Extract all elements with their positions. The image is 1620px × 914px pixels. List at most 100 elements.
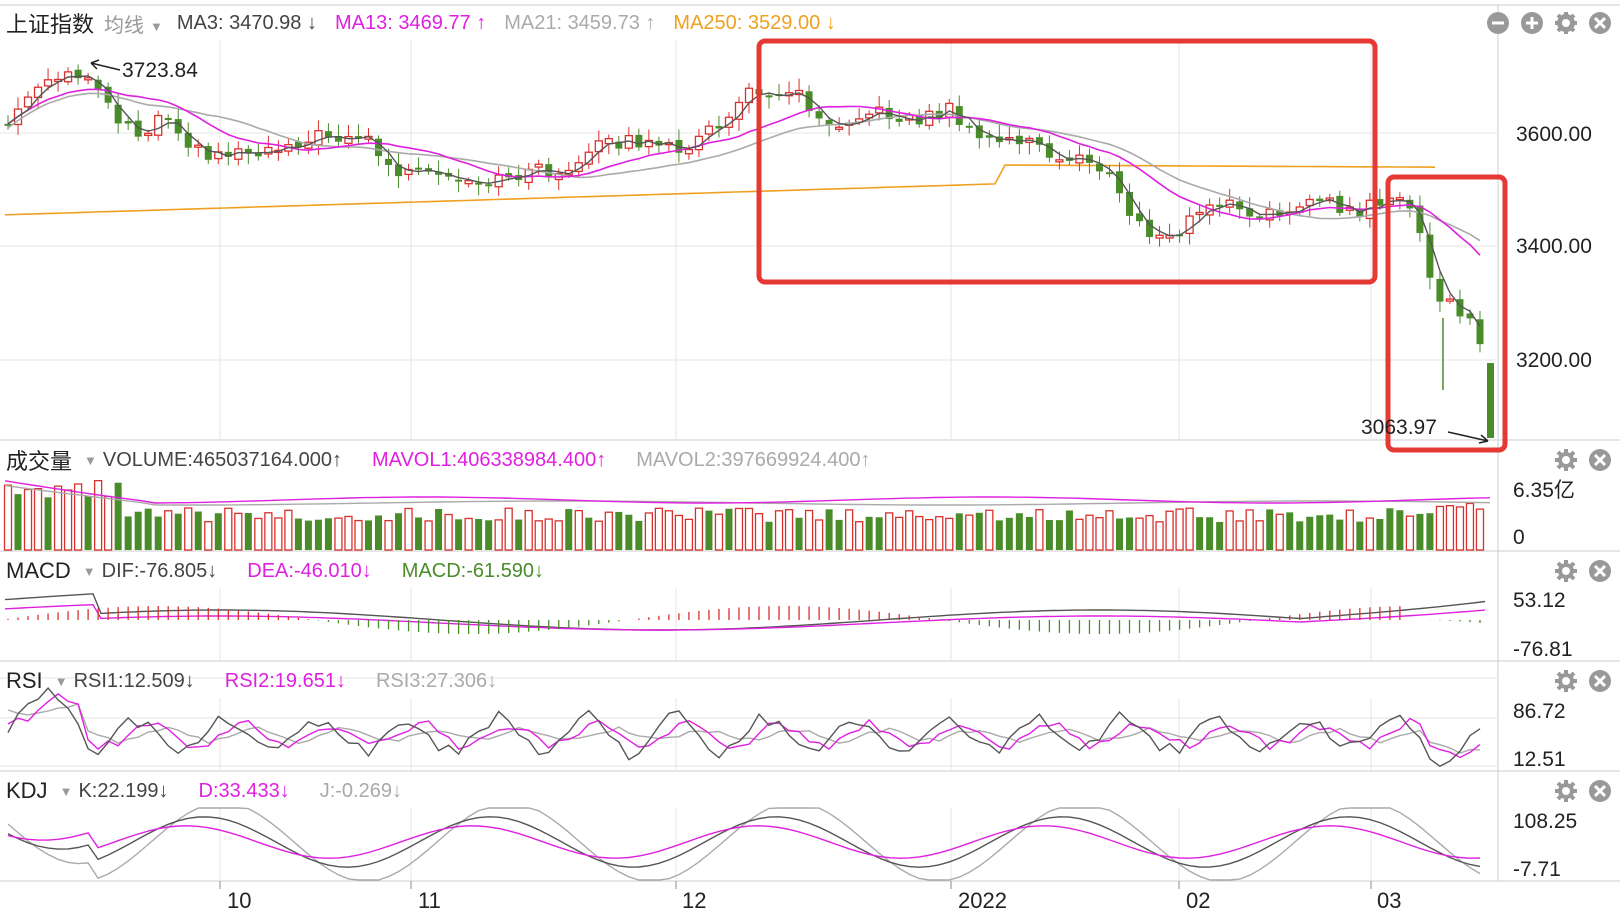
volume-bar-up <box>734 507 744 551</box>
volume-bar-up <box>1275 513 1284 551</box>
mavol1-value: MAVOL1:406338984.400↑ <box>371 448 607 471</box>
low-price-label: 3063.97 <box>1361 416 1437 439</box>
close-icon[interactable] <box>1588 448 1612 472</box>
kdj-line <box>7 807 1481 881</box>
mavol1-line <box>4 480 1491 504</box>
macd-dropdown[interactable]: ▼ <box>77 560 96 583</box>
volume-bar-up <box>1465 502 1475 551</box>
volume-bar-up <box>644 512 654 551</box>
ma13-value: MA13: 3469.77 ↑ <box>334 11 487 34</box>
gear-icon[interactable] <box>1554 448 1578 472</box>
candle-body-up <box>1195 211 1204 216</box>
volume-bar-up <box>1135 517 1144 551</box>
candle-body-up <box>1185 215 1194 235</box>
candles <box>4 64 1494 438</box>
candle-body-down <box>1316 198 1324 202</box>
candle-body-down <box>375 138 382 157</box>
candle-body-down <box>1426 234 1434 278</box>
candle-body-down <box>1256 216 1264 219</box>
volume-bar-up <box>594 520 603 551</box>
candle-body-down <box>1035 137 1043 145</box>
candle-body-down <box>765 95 773 98</box>
macd-header: MACD ▼ DIF:-76.805↓ DEA:-46.010↓ MACD:-6… <box>0 554 562 588</box>
candle-body-down <box>1466 313 1474 319</box>
candle-body-up <box>464 179 473 185</box>
minus-icon[interactable] <box>1486 11 1510 35</box>
rsi1-value: RSI1:12.509↓ <box>73 669 195 692</box>
volume-bar-down <box>1126 517 1134 550</box>
line-type-dropdown[interactable]: 均线 ▼ <box>104 9 163 38</box>
volume-bar-up <box>284 509 293 551</box>
close-icon[interactable] <box>1588 779 1612 803</box>
candle-body-down <box>385 158 393 165</box>
rsi-line <box>7 687 1481 768</box>
volume-bar-up <box>554 520 563 551</box>
volume-bar-up <box>103 495 113 551</box>
volume-bar-up <box>885 512 894 551</box>
volume-bar-up <box>504 507 513 551</box>
volume-bar-up <box>1435 505 1445 551</box>
ma13-line <box>7 88 1481 256</box>
close-icon[interactable] <box>1588 11 1612 35</box>
gear-icon[interactable] <box>1554 559 1578 583</box>
close-icon[interactable] <box>1588 559 1612 583</box>
gear-icon[interactable] <box>1554 779 1578 803</box>
volume-bar-down <box>1055 520 1063 550</box>
volume-bar-down <box>1065 510 1073 550</box>
candle-body-down <box>715 125 723 129</box>
candle-body-down <box>1045 143 1053 158</box>
volume-bar-down <box>1416 513 1424 550</box>
candle-body-down <box>965 125 973 128</box>
candle-body-down <box>1126 191 1134 216</box>
gear-icon[interactable] <box>1554 669 1578 693</box>
highlight-box-consolidation <box>756 38 1378 285</box>
candle-body-down <box>204 146 212 160</box>
volume-bar-down <box>154 516 162 550</box>
plus-icon[interactable] <box>1520 11 1544 35</box>
volume-bar-up <box>905 510 914 551</box>
volume-bar-down <box>124 516 132 550</box>
kdj-title: KDJ <box>6 778 48 803</box>
close-icon[interactable] <box>1588 669 1612 693</box>
moving-average-lines <box>7 75 1481 327</box>
j-value: J:-0.269↓ <box>319 779 402 802</box>
volume-dropdown[interactable]: ▼ <box>78 449 97 472</box>
volume-bar-down <box>194 511 202 550</box>
rsi-panel <box>7 687 1481 768</box>
grid-lines <box>0 4 1620 889</box>
volume-bar-down <box>314 519 322 550</box>
x-tick-10: 10 <box>227 888 251 913</box>
candle-body-up <box>1155 234 1164 239</box>
volume-bar-up <box>1345 509 1354 551</box>
volume-bar-down <box>705 510 713 550</box>
volume-bar-up <box>945 517 954 551</box>
volume-bar-down <box>625 514 633 550</box>
volume-bar-down <box>585 517 593 550</box>
candle-body-down <box>1246 208 1254 217</box>
k-value: K:22.199↓ <box>78 779 169 802</box>
volume-bar-up <box>494 519 503 551</box>
volume-bar-down <box>144 508 152 550</box>
candle-body-down <box>395 164 403 177</box>
volume-bar-up <box>694 507 704 551</box>
highlight-box-drop <box>1385 174 1508 453</box>
volume-controls <box>1554 443 1612 477</box>
volume-bar-down <box>485 520 493 550</box>
kdj-dropdown[interactable]: ▼ <box>54 780 73 803</box>
candle-body-down <box>74 69 82 79</box>
candle-body-down <box>415 167 423 170</box>
gear-icon[interactable] <box>1554 11 1578 35</box>
volume-bar-down <box>565 509 573 550</box>
volume-bar-up <box>1075 518 1084 551</box>
volume-bar-up <box>344 515 353 551</box>
volume-bar-down <box>515 519 523 550</box>
volume-bar-down <box>615 511 623 550</box>
volume-bar-up <box>1475 508 1485 551</box>
volume-bar-up <box>524 509 533 551</box>
rsi-dropdown[interactable]: ▼ <box>49 670 68 693</box>
volume-bar-up <box>404 507 413 551</box>
candle-body-up <box>604 137 613 145</box>
ma21-line <box>7 92 1481 242</box>
volume-bar-up <box>895 516 904 551</box>
